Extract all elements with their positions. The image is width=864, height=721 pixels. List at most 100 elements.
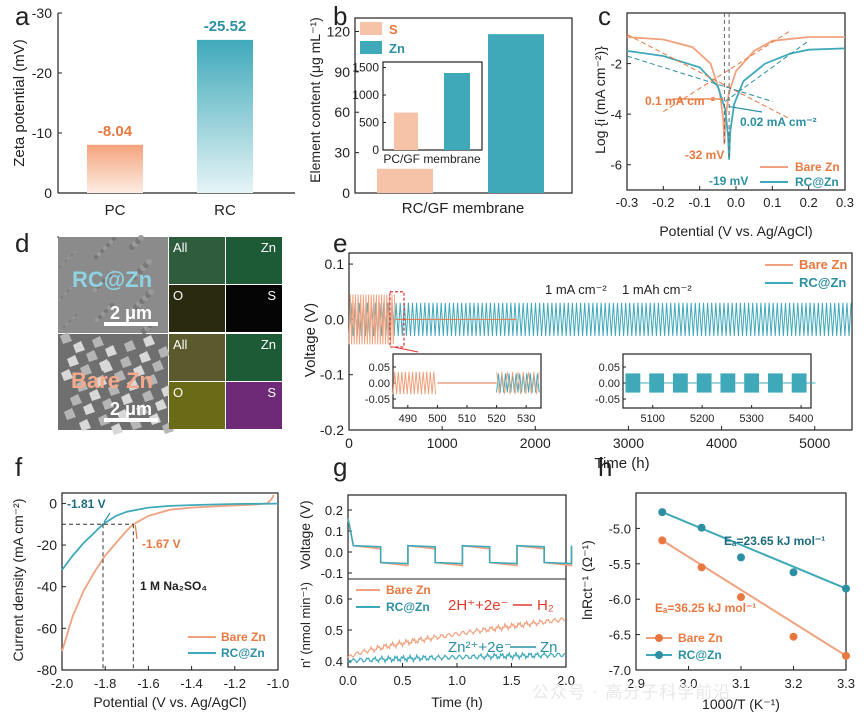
panel-label-b: b [333,1,347,31]
sem-flake [124,340,136,352]
sem-flake [80,364,92,376]
sem-texture [108,273,112,277]
inset-frame-e2 [622,353,812,409]
x-tick-label: 3.2 [784,676,802,691]
x-tick-label: 1000 [427,435,458,451]
sem-flake [111,423,123,435]
data-point [737,593,745,602]
y-axis-label: Log {i (mA cm⁻²)} [592,46,608,154]
inset-y-tick-label: 500 [359,116,379,130]
sem-flake [133,365,145,377]
data-point [658,508,667,517]
y-tick-label: 60 [334,104,350,120]
sem-texture [70,287,72,289]
sem-flake [121,393,133,405]
series-line-RC@Zn [626,47,846,160]
inset-x-tick-label: 5400 [789,413,813,425]
sem-texture [95,318,99,322]
sem-texture [104,309,108,313]
eds-map-All [169,334,225,381]
y-axis-label-bottom: n' (nmol min⁻¹) [298,582,313,668]
eds-map-label: Zn [261,337,276,352]
x-tick-label: 0.5 [393,673,411,688]
series-line-Bare Zn [61,494,275,652]
sem-flake [64,408,76,420]
tafel-tangent [663,30,791,113]
y-tick-label: -60 [37,620,57,636]
sem-flake [79,419,91,431]
sem-texture [61,296,63,298]
x-tick-label: -0.2 [652,195,674,210]
x-tick-label: 3000 [613,435,644,451]
x-tick-label: -1.0 [267,676,289,691]
y-tick-label: -6.0 [609,592,631,607]
sem-flake [127,379,139,391]
x-axis-label: 1000/T (K⁻¹) [702,696,780,712]
inset-x-tick-label: 5100 [640,413,664,425]
inset-x-tick-label: 530 [517,413,535,425]
plot-frame-b [354,17,573,194]
scale-bar-label: 2 μm [110,399,152,419]
x-tick-label: 5000 [799,435,830,451]
x-tick-label: -1.2 [224,676,246,691]
data-point [842,584,850,593]
x-tick-label: -1.8 [94,676,116,691]
sem-flake [152,360,164,372]
sem-flake [146,374,158,386]
annotation-text: 1 mA cm⁻² [545,282,607,297]
inset-y-tick-label: 0.00 [369,378,390,390]
sem-texture [68,257,70,259]
sem-flake [105,345,117,357]
x-tick-label: 3.3 [837,676,855,691]
annotation-text: 0.02 mA cm⁻² [740,115,817,129]
image-label-bare-zn: Bare Zn [71,368,153,393]
annotation-text: 1 mAh cm⁻² [622,282,692,297]
fit-line-RC@Zn [661,511,847,590]
y-tick-label: -6 [610,158,622,173]
inset-y-tick-label: -0.05 [365,394,390,406]
annotation-text: Eₐ=23.65 kJ mol⁻¹ [724,534,825,548]
panel-label-a: a [15,1,30,31]
sem-texture [62,263,64,265]
x-tick-label: -0.3 [616,195,638,210]
x-tick-label: -1.4 [180,676,202,691]
y-tick-label: -7.0 [609,663,631,678]
x-tick-label: 4000 [706,435,737,451]
legend-label: Bare Zn [221,630,266,644]
x-tick-label: -0.1 [688,195,710,210]
series-line-RC@Zn [348,302,852,337]
x-tick-label: PC [105,202,126,219]
sem-texture [146,259,152,265]
legend-label-S: S [389,22,398,37]
eds-map-Zn [226,334,282,381]
sem-flake [76,380,88,392]
x-axis-label: Potential (V vs. Ag/AgCl) [93,694,246,710]
inset-y-tick-label: 0 [372,143,379,157]
sem-texture [101,312,105,316]
sem-texture [76,281,78,283]
zoom-box [389,291,405,348]
inset-cycle-block [696,373,712,393]
bar-Zn [488,34,544,194]
sem-flake [102,398,114,410]
legend-marker [655,651,663,659]
inset-cycle-block [625,373,641,393]
data-point [789,632,798,641]
sem-texture [57,236,59,238]
inset-cycle-block [744,373,760,393]
sem-flake [143,335,155,347]
annotation-text: -1.81 V [67,497,106,511]
tafel-tangent [724,40,809,102]
data-point [842,651,850,660]
x-tick-label: 0.2 [800,195,818,210]
legend-label: Bare Zn [795,160,840,174]
inset-x-tick-label: 5300 [739,413,763,425]
eds-map-All [169,237,225,284]
sem-texture [99,282,103,286]
inset-series [496,371,540,395]
x-tick-label: -2.0 [51,676,73,691]
panel-label-h: h [598,452,612,482]
inset-y-tick-label: 1500 [352,61,379,75]
eds-map-O [169,285,225,332]
